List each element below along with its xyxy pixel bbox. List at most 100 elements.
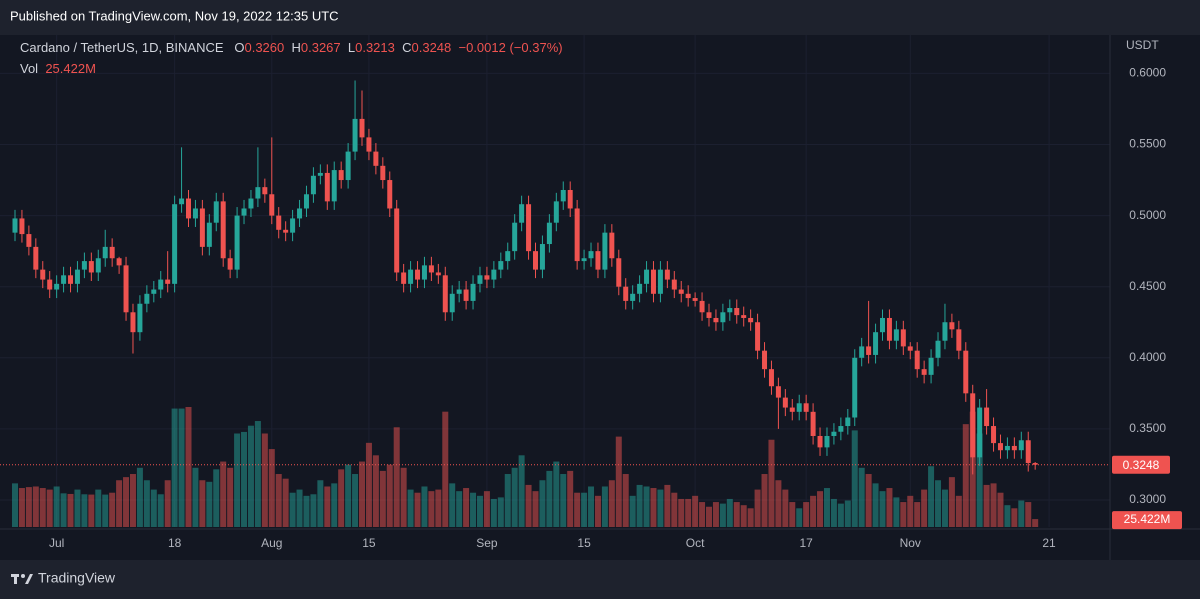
- candle-body: [539, 244, 545, 270]
- candle-body: [137, 303, 143, 333]
- candle-body: [963, 350, 969, 394]
- brand-logo: [11, 574, 33, 584]
- volume-bar: [254, 421, 261, 527]
- candle-body: [505, 251, 511, 262]
- volume-bar: [379, 470, 386, 527]
- volume-bar: [206, 481, 213, 527]
- volume-bar: [560, 474, 567, 527]
- candle-body: [1032, 463, 1038, 465]
- volume-bar: [886, 488, 893, 527]
- candle-body: [290, 218, 296, 233]
- volume-bar: [136, 467, 143, 527]
- volume-bar: [490, 498, 497, 527]
- volume-bar: [678, 498, 685, 527]
- candle-body: [241, 208, 247, 216]
- volume-bar: [178, 408, 185, 527]
- volume-bar: [386, 464, 393, 527]
- candle-body: [470, 283, 476, 301]
- candle-body: [657, 269, 663, 294]
- candle-body: [463, 289, 469, 301]
- volume-bar: [782, 489, 789, 527]
- candle-body: [394, 208, 400, 273]
- last-volume-box: [1112, 511, 1182, 530]
- volume-bar: [948, 477, 955, 527]
- candle-body: [942, 322, 948, 341]
- candle-body: [893, 329, 899, 341]
- y-tick-label: 0.4000: [1129, 350, 1166, 364]
- volume-bar: [907, 495, 914, 527]
- volume-bar: [768, 439, 775, 527]
- volume-bar: [761, 474, 768, 527]
- volume-bar: [227, 467, 234, 527]
- candle-body: [74, 269, 80, 284]
- volume-bar: [539, 480, 546, 527]
- volume-bar: [400, 467, 407, 527]
- candle-body: [88, 261, 94, 273]
- candle-body: [609, 232, 615, 259]
- volume-bar: [657, 489, 664, 527]
- candle-body: [512, 222, 518, 252]
- candle-body: [817, 435, 823, 448]
- volume-bar: [81, 494, 88, 527]
- volume-bar: [116, 480, 123, 527]
- candle-body: [873, 332, 879, 355]
- volume-bar: [282, 478, 289, 527]
- x-tick-label: 15: [362, 536, 376, 550]
- volume-bar: [747, 508, 754, 527]
- volume-bar: [990, 483, 997, 527]
- candle-body: [401, 272, 407, 284]
- candle-body: [428, 265, 434, 273]
- volume-title: Vol: [20, 61, 39, 76]
- volume-bar: [928, 466, 935, 527]
- candle-body: [824, 435, 830, 448]
- candle-body: [26, 234, 32, 247]
- candle-body: [61, 275, 67, 284]
- volume-legend: Vol 25.422M: [20, 61, 96, 76]
- candle-body: [519, 204, 525, 223]
- volume-bar: [53, 486, 60, 527]
- ohlc-value: 0.3260: [244, 40, 285, 55]
- candle-body: [19, 218, 25, 235]
- ohlc-key: C: [402, 40, 412, 55]
- volume-bar: [60, 493, 67, 527]
- top-bar: [0, 0, 1200, 35]
- chart-pane: [0, 35, 1200, 560]
- candle-body: [186, 198, 191, 219]
- candle-body: [33, 246, 39, 270]
- volume-bar: [914, 502, 921, 527]
- volume-bar: [830, 498, 837, 527]
- volume-bar: [858, 467, 865, 527]
- volume-bar: [470, 492, 477, 527]
- volume-bar: [199, 480, 206, 527]
- candle-body: [484, 275, 490, 280]
- volume-bar: [941, 489, 948, 527]
- volume-value: 25.422M: [45, 61, 96, 76]
- candle-body: [588, 251, 594, 259]
- candle-body: [928, 357, 934, 375]
- candle-body: [366, 137, 372, 152]
- volume-bar: [692, 495, 699, 527]
- candle-body: [345, 151, 351, 181]
- candle-body: [498, 261, 504, 270]
- ohlc-key: L: [347, 40, 356, 55]
- volume-bar: [268, 449, 275, 527]
- candle-body: [637, 283, 643, 294]
- volume-bar: [317, 480, 324, 527]
- candle-body: [415, 269, 421, 280]
- y-tick-label: 0.3500: [1129, 421, 1166, 435]
- volume-bar: [775, 480, 782, 527]
- candle-body: [95, 258, 101, 273]
- volume-bar: [345, 464, 352, 527]
- volume-bar: [935, 480, 942, 527]
- candle-body: [900, 329, 906, 347]
- volume-bar: [46, 489, 53, 527]
- candle-body: [151, 289, 157, 294]
- candle-body: [560, 189, 566, 202]
- volume-bar: [851, 430, 858, 527]
- volume-bar: [338, 469, 345, 527]
- candle-body: [435, 272, 441, 276]
- volume-bar: [837, 503, 844, 527]
- volume-bar: [220, 461, 227, 527]
- volume-bar: [67, 493, 74, 527]
